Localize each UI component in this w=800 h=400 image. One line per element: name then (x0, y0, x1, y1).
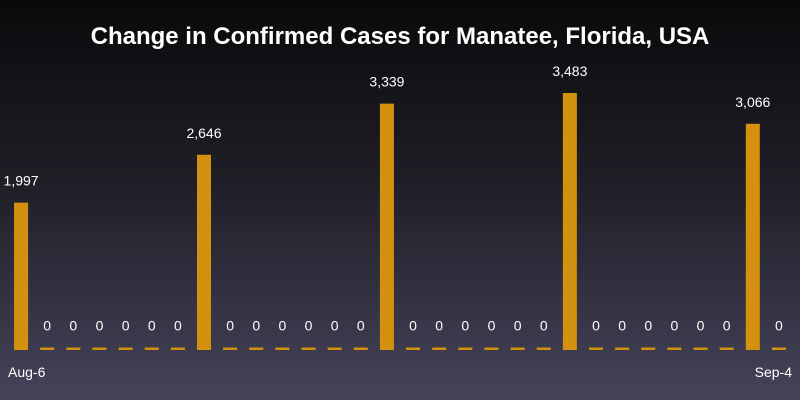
bar-4 (118, 347, 133, 350)
bar-26 (693, 347, 708, 350)
bar-20 (536, 347, 551, 350)
bar-8 (223, 347, 238, 350)
bar-21 (562, 93, 577, 350)
bar-17 (458, 347, 473, 350)
value-label-16: 0 (435, 318, 443, 334)
value-label-7: 2,646 (186, 125, 221, 141)
value-label-8: 0 (226, 318, 234, 334)
bar-25 (667, 347, 682, 350)
value-label-20: 0 (540, 318, 548, 334)
value-label-22: 0 (592, 318, 600, 334)
value-label-15: 0 (409, 318, 417, 334)
bar-15 (406, 347, 421, 350)
bar-5 (144, 347, 159, 350)
bar-7 (197, 154, 211, 350)
x-tick-first: Aug-6 (8, 364, 46, 380)
value-label-28: 3,066 (735, 94, 770, 110)
bar-6 (170, 347, 185, 350)
bar-16 (432, 347, 447, 350)
value-label-29: 0 (775, 318, 783, 334)
value-label-5: 0 (148, 318, 156, 334)
bar-0 (14, 202, 29, 350)
value-label-25: 0 (671, 318, 679, 334)
bar-24 (641, 347, 656, 350)
bar-22 (589, 347, 603, 350)
value-label-23: 0 (618, 318, 626, 334)
bars-group (14, 93, 786, 350)
value-label-13: 0 (357, 318, 365, 334)
value-label-1: 0 (43, 318, 51, 334)
x-tick-last: Sep-4 (755, 364, 793, 380)
value-label-18: 0 (488, 318, 496, 334)
bar-14 (379, 103, 394, 350)
value-label-6: 0 (174, 318, 182, 334)
bar-19 (510, 347, 525, 350)
value-label-4: 0 (122, 318, 130, 334)
bar-13 (353, 347, 368, 350)
bar-10 (275, 347, 290, 350)
bar-9 (249, 347, 264, 350)
value-label-9: 0 (252, 318, 260, 334)
value-label-14: 3,339 (369, 74, 404, 90)
value-label-27: 0 (723, 318, 731, 334)
value-label-10: 0 (279, 318, 287, 334)
value-label-2: 0 (69, 318, 77, 334)
bar-1 (40, 347, 55, 350)
value-label-3: 0 (96, 318, 104, 334)
value-label-21: 3,483 (552, 63, 587, 79)
bar-28 (745, 123, 760, 350)
value-label-24: 0 (644, 318, 652, 334)
value-label-11: 0 (305, 318, 313, 334)
chart-title: Change in Confirmed Cases for Manatee, F… (91, 23, 710, 50)
bar-12 (327, 347, 342, 350)
bar-3 (92, 347, 107, 350)
bar-18 (484, 347, 499, 350)
bar-23 (615, 347, 630, 350)
value-label-19: 0 (514, 318, 522, 334)
value-label-12: 0 (331, 318, 339, 334)
bar-29 (771, 347, 786, 350)
value-labels-group: 1,997 0 0 0 0 0 0 2,646 0 0 0 0 0 0 3,339 0 0 0 0 0 0 3,483 0 0… (4, 63, 783, 333)
bar-11 (301, 347, 316, 350)
bar-27 (719, 347, 734, 350)
bar-2 (66, 347, 81, 350)
value-label-0: 1,997 (4, 173, 39, 189)
value-label-17: 0 (461, 318, 469, 334)
value-label-26: 0 (697, 318, 705, 334)
